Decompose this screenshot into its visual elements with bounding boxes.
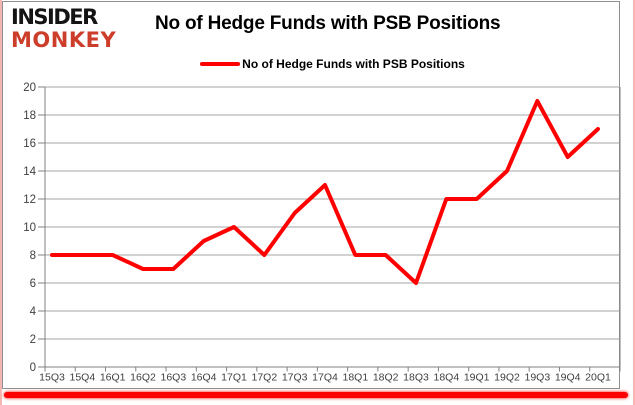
legend: No of Hedge Funds with PSB Positions: [45, 57, 620, 71]
x-axis-label: 18Q1: [342, 372, 368, 384]
y-axis-label: 12: [23, 194, 36, 206]
bottom-red-rule: [4, 392, 628, 398]
right-edge-line: [633, 0, 635, 405]
y-axis-label: 14: [23, 166, 36, 178]
data-series-line: [50, 99, 600, 285]
x-axis-label: 19Q1: [464, 372, 490, 384]
logo-monkey-text: MONKEY: [11, 28, 117, 52]
x-axis-label: 19Q4: [555, 372, 581, 384]
x-axis-label: 20Q1: [585, 372, 611, 384]
x-axis-label: 16Q2: [130, 372, 156, 384]
y-axis-label: 2: [30, 334, 36, 346]
x-axis-label: 15Q3: [39, 372, 65, 384]
y-axis-label: 20: [23, 82, 36, 94]
chart-title: No of Hedge Funds with PSB Positions: [155, 13, 501, 34]
y-axis-label: 8: [30, 250, 36, 262]
y-axis-label: 0: [30, 362, 36, 374]
y-axis-label: 6: [30, 278, 36, 290]
x-axis-label: 16Q3: [160, 372, 186, 384]
x-axis-label: 19Q3: [524, 372, 550, 384]
x-axis-label: 18Q4: [433, 372, 459, 384]
x-axis-label: 17Q4: [312, 372, 338, 384]
y-axis-label: 16: [23, 138, 36, 150]
y-axis-label: 10: [23, 222, 36, 234]
y-axis-label: 18: [23, 110, 36, 122]
left-edge-line: [0, 0, 2, 405]
x-axis-label: 17Q2: [251, 372, 277, 384]
x-axis-label: 15Q4: [69, 372, 95, 384]
legend-label: No of Hedge Funds with PSB Positions: [242, 57, 465, 71]
x-axis-label: 17Q1: [221, 372, 247, 384]
x-axis-label: 16Q1: [100, 372, 126, 384]
x-axis-label: 18Q2: [373, 372, 399, 384]
y-axis-label: 4: [30, 306, 37, 318]
legend-line-swatch: [200, 62, 241, 66]
insider-monkey-logo: INSIDER MONKEY: [11, 7, 116, 51]
chart-frame: [2, 1, 620, 389]
logo-insider-text: INSIDER: [11, 5, 98, 29]
x-axis-label: 19Q2: [494, 372, 520, 384]
x-axis-label: 18Q3: [403, 372, 429, 384]
x-axis-label: 17Q3: [282, 372, 308, 384]
x-axis-label: 16Q4: [191, 372, 217, 384]
